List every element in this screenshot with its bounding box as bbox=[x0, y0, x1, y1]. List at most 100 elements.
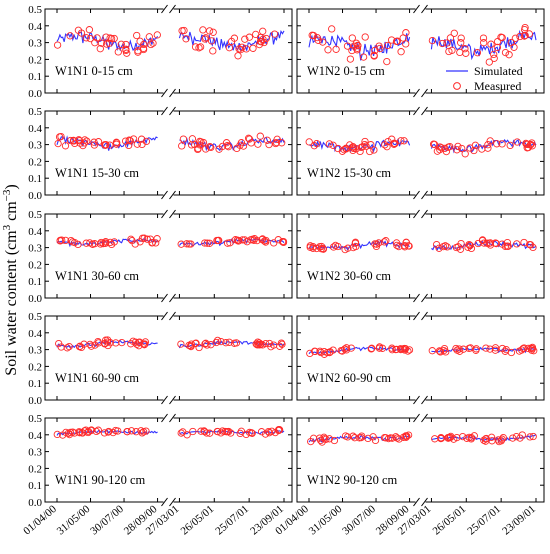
measured-point bbox=[234, 52, 242, 60]
measured-point bbox=[313, 139, 321, 148]
measured-point bbox=[485, 58, 493, 66]
measured-point bbox=[309, 434, 318, 442]
measured-point bbox=[223, 428, 231, 436]
y-axis-label: Soil water content (cm3 cm−3) bbox=[1, 184, 20, 375]
measured-point bbox=[274, 236, 282, 244]
axis-break-mark bbox=[161, 209, 168, 219]
measured-point bbox=[110, 34, 118, 43]
measured-point bbox=[479, 34, 488, 42]
measured-point bbox=[487, 40, 495, 48]
measured-point bbox=[145, 33, 153, 41]
measured-point bbox=[491, 344, 500, 352]
measured-point bbox=[84, 428, 92, 437]
axis-break-mark bbox=[421, 106, 428, 116]
measured-point bbox=[338, 147, 347, 155]
measured-point bbox=[212, 338, 220, 347]
panel-grid: 0.0 0.1 0.2 0.3 0.4 0.5 W1N1 0-15 cm W1N2 0-15 … bbox=[28, 4, 545, 509]
measured-point bbox=[101, 141, 109, 149]
x-axis-date-labels: 01/04/0031/05/0030/07/0028/09/0027/03/01… bbox=[21, 503, 538, 538]
measured-point bbox=[454, 142, 462, 151]
panel-10: W1N2 90-120 cm bbox=[296, 413, 545, 507]
measured-point bbox=[66, 428, 75, 437]
measured-point bbox=[351, 238, 360, 246]
measured-point bbox=[501, 347, 509, 355]
measured-point bbox=[260, 38, 268, 47]
axis-break-mark bbox=[413, 395, 420, 405]
measured-point bbox=[70, 429, 79, 437]
measured-point bbox=[136, 37, 144, 45]
y-tick-label: 0.1 bbox=[28, 480, 42, 492]
measured-point bbox=[526, 241, 535, 249]
measured-point bbox=[236, 141, 244, 149]
measured-point bbox=[459, 345, 468, 353]
measured-point bbox=[310, 347, 319, 355]
measured-point bbox=[201, 35, 209, 43]
measured-point bbox=[215, 236, 223, 245]
measured-point bbox=[82, 239, 90, 247]
measured-point bbox=[367, 141, 375, 149]
measured-point bbox=[75, 429, 84, 437]
y-tick-label: 0.5 bbox=[28, 311, 42, 323]
panel-label: W1N2 90-120 cm bbox=[307, 473, 398, 487]
axis-break-gap bbox=[415, 109, 426, 113]
y-tick-label: 0.2 bbox=[28, 156, 42, 168]
measured-point bbox=[195, 343, 203, 352]
measured-point bbox=[102, 141, 110, 149]
y-tick-label: 0.2 bbox=[28, 259, 42, 271]
measured-point bbox=[482, 344, 490, 352]
axis-break-mark bbox=[421, 4, 428, 14]
measured-point bbox=[185, 341, 193, 350]
measured-point bbox=[320, 350, 328, 358]
measured-point bbox=[493, 43, 502, 52]
measured-point bbox=[455, 345, 463, 353]
measured-point bbox=[135, 338, 143, 347]
measured-point bbox=[202, 34, 210, 42]
measured-point bbox=[104, 428, 112, 436]
axis-break-mark bbox=[421, 209, 428, 219]
measured-point bbox=[195, 44, 203, 52]
measured-point bbox=[521, 23, 529, 32]
measured-point bbox=[225, 44, 234, 52]
axis-break-mark bbox=[161, 311, 168, 321]
measured-point bbox=[271, 428, 279, 437]
measured-point bbox=[87, 342, 95, 350]
measured-point bbox=[254, 140, 262, 148]
measured-point bbox=[85, 26, 94, 34]
measured-point bbox=[392, 37, 401, 46]
measured-point bbox=[207, 37, 216, 45]
x-tick-label: 31/05/00 bbox=[55, 503, 93, 538]
measured-point bbox=[111, 426, 120, 435]
measured-point bbox=[263, 136, 271, 144]
measured-point bbox=[127, 340, 135, 348]
measured-point bbox=[132, 428, 140, 436]
measured-point bbox=[96, 45, 104, 53]
measured-point bbox=[526, 433, 534, 441]
axis-break-gap bbox=[415, 212, 426, 216]
measured-point bbox=[187, 141, 196, 149]
measured-point bbox=[392, 239, 401, 247]
y-tick-label: 0.5 bbox=[28, 106, 42, 118]
measured-point bbox=[107, 34, 116, 43]
measured-point bbox=[452, 243, 461, 252]
measured-point bbox=[147, 40, 155, 49]
measured-point bbox=[357, 143, 365, 152]
measured-point bbox=[325, 435, 334, 443]
measured-point bbox=[125, 136, 133, 144]
measured-point bbox=[491, 239, 500, 247]
x-tick-label: 30/07/00 bbox=[340, 503, 378, 538]
measured-point bbox=[245, 135, 254, 143]
measured-point bbox=[196, 137, 204, 146]
axis-break-mark bbox=[169, 293, 176, 303]
measured-point bbox=[429, 140, 438, 148]
measured-point bbox=[501, 48, 510, 57]
measured-point bbox=[78, 429, 86, 437]
measured-point bbox=[440, 346, 448, 355]
measured-point bbox=[382, 237, 390, 245]
y-tick-label: 0.4 bbox=[28, 21, 42, 33]
x-tick-label: 25/07/01 bbox=[213, 503, 251, 537]
measured-point bbox=[153, 235, 161, 243]
measured-point bbox=[493, 140, 501, 148]
axis-break-mark bbox=[413, 190, 420, 200]
measured-point bbox=[444, 434, 452, 442]
